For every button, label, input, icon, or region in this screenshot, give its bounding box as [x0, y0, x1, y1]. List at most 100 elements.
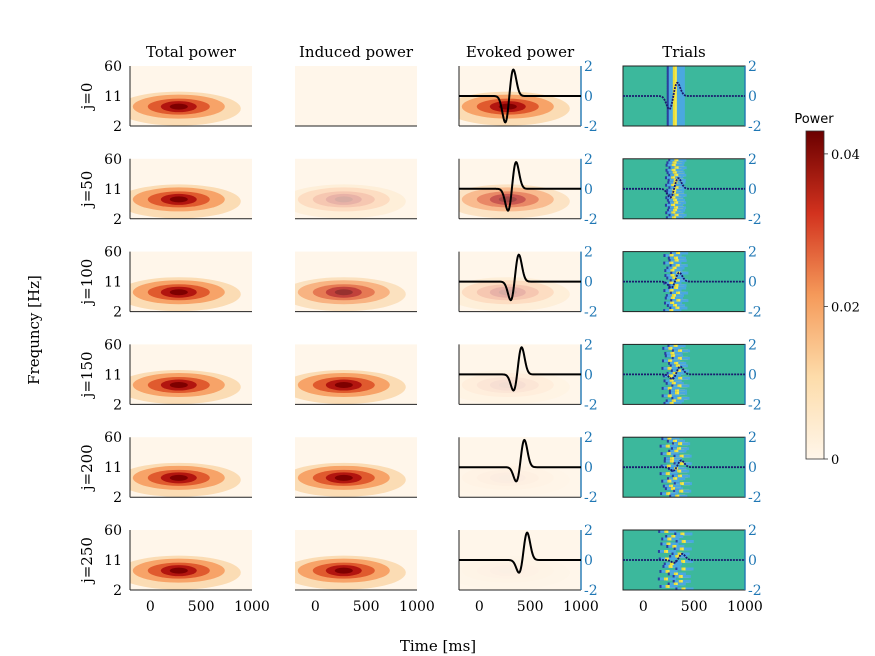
trial-stripe [677, 582, 686, 586]
trial-stripe [671, 537, 680, 541]
trial-stripe [676, 266, 685, 270]
trial-stripe [675, 211, 684, 215]
colorbar-tick-label: 0.04 [831, 148, 860, 163]
heatmap-blob [130, 277, 241, 312]
trial-stripe [680, 291, 689, 295]
y-tick-label: 11 [104, 89, 122, 105]
trial-stripe [673, 562, 682, 566]
heat-layer [169, 382, 188, 389]
trial-stripe [676, 106, 685, 109]
evoked-waveform [459, 68, 581, 124]
heat-layer [297, 187, 390, 212]
colorbar-tick-label: 0 [831, 453, 839, 468]
right-tick-label: -2 [584, 212, 598, 228]
y-tick-label: 60 [104, 523, 122, 539]
heatmap-blob [130, 462, 241, 497]
trial-stripe [678, 213, 687, 217]
trial-stripe [676, 68, 685, 72]
trial-stripe [677, 572, 686, 576]
right-tick-label: 0 [584, 553, 593, 569]
trial-stripe [678, 166, 687, 170]
trial-average-trace [623, 271, 745, 289]
trial-stripe [685, 587, 694, 590]
trial-stripe [679, 555, 688, 558]
trial-stripe [674, 301, 683, 305]
right-tick-label: -2 [748, 490, 762, 506]
trial-stripe [676, 78, 685, 82]
trial-stripe [678, 173, 687, 177]
trial-stripe [672, 374, 681, 378]
trial-stripe [678, 193, 687, 197]
trial-stripe [678, 361, 687, 365]
trial-stripe [676, 171, 685, 175]
heat-layer [169, 289, 188, 296]
trial-stripe [677, 477, 686, 481]
trial-stripe [676, 96, 685, 99]
heat-layer [334, 474, 353, 481]
trial-stripe [675, 294, 684, 297]
x-axis-label: Time [ms] [400, 637, 476, 655]
heatmap-blob [130, 370, 241, 405]
heatmap-blob [295, 370, 406, 405]
trial-stripe [676, 188, 685, 192]
column-title: Trials [662, 43, 705, 61]
row-label: j=200 [78, 444, 96, 492]
trial-stripe [671, 366, 680, 370]
x-tick-label: 500 [517, 599, 544, 615]
trial-stripe [678, 206, 687, 210]
trial-average-trace [623, 177, 745, 199]
colorbar-tick-label: 0.02 [831, 300, 860, 315]
trial-stripe [675, 196, 684, 200]
trial-stripe [685, 560, 694, 563]
trial-stripe [673, 309, 682, 312]
heatmap-blob [295, 277, 406, 312]
heatmap-blob [130, 91, 241, 126]
trial-stripe [676, 81, 685, 84]
right-tick-label: 0 [584, 182, 593, 198]
right-tick-label: 0 [584, 275, 593, 291]
right-tick-label: 0 [584, 89, 593, 105]
trial-stripe [678, 286, 687, 290]
column-title: Evoked power [466, 43, 575, 61]
right-tick-label: -2 [584, 119, 598, 135]
trial-stripe [676, 371, 685, 375]
y-tick-label: 2 [113, 212, 122, 228]
trial-stripe [676, 98, 685, 102]
right-tick-label: 2 [748, 523, 757, 539]
heat-layer [461, 373, 554, 398]
trial-stripe [685, 567, 694, 571]
heat-layer [459, 277, 570, 312]
right-tick-label: 2 [584, 523, 593, 539]
trial-stripe [677, 304, 686, 307]
trial-stripe [676, 103, 685, 107]
right-tick-label: 2 [584, 59, 593, 75]
trial-stripe [671, 386, 680, 390]
trial-stripe [671, 437, 680, 441]
x-tick-label: 1000 [234, 599, 270, 615]
trial-stripe [676, 83, 685, 87]
y-tick-label: 2 [113, 119, 122, 135]
trial-stripe [675, 168, 684, 172]
heat-layer [312, 191, 375, 208]
right-tick-label: -2 [584, 397, 598, 413]
column-title: Induced power [299, 43, 414, 61]
colorbar-gradient [805, 130, 825, 460]
heatmap-blob [295, 462, 406, 497]
trial-stripe [676, 111, 685, 114]
trial-stripe [676, 108, 685, 112]
trial-stripe [676, 71, 685, 74]
trial-stripe [680, 299, 689, 302]
trial-stripe [679, 264, 688, 267]
row-label: j=100 [78, 259, 96, 307]
trial-stripe [676, 91, 685, 94]
right-tick-label: 2 [748, 337, 757, 353]
column-title: Total power [146, 43, 237, 61]
trial-stripe [677, 256, 686, 260]
trial-stripe [679, 389, 688, 393]
right-tick-label: -2 [584, 490, 598, 506]
trial-stripe [667, 577, 676, 581]
trial-stripe [676, 161, 685, 165]
trial-stripe [677, 439, 686, 443]
trial-stripe [671, 479, 680, 483]
